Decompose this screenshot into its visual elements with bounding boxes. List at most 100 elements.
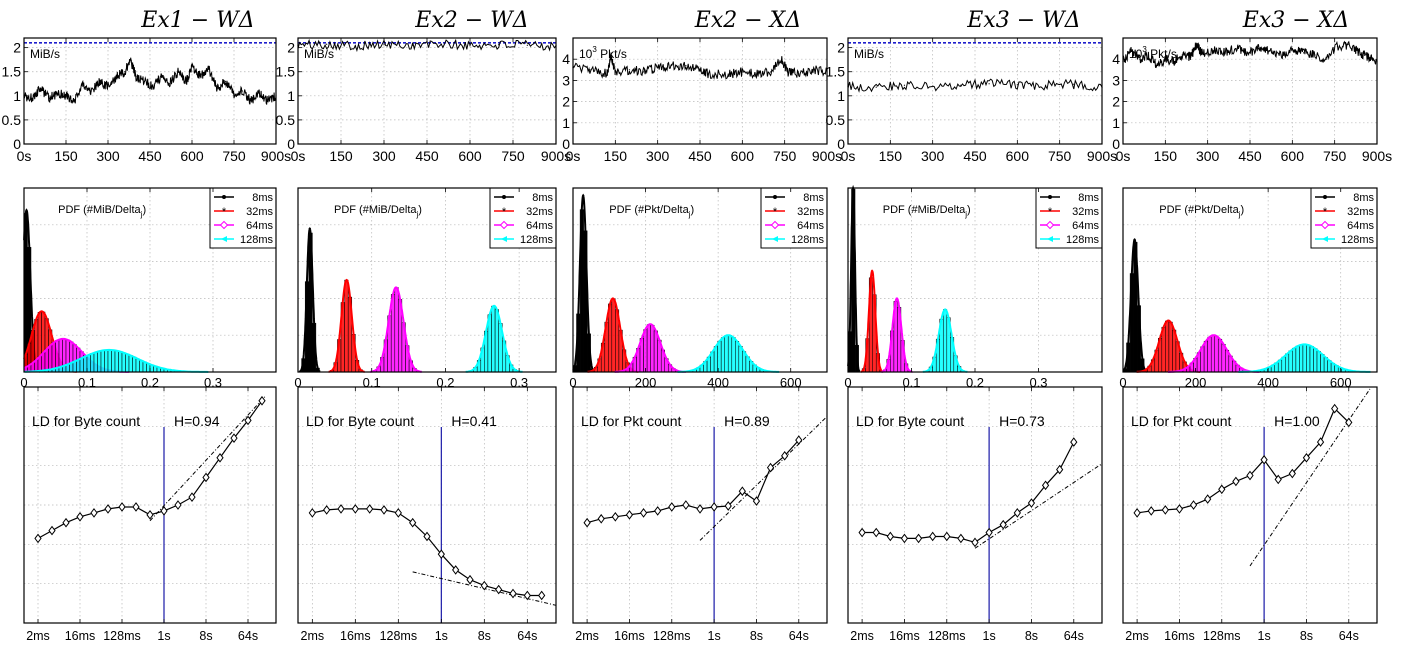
x-tick-label: 64s — [1339, 629, 1359, 643]
legend-marker: * — [222, 206, 227, 218]
fit-curve — [1168, 334, 1260, 373]
series-64ms — [1168, 334, 1260, 373]
histogram-bar — [1210, 335, 1215, 373]
ld-point — [668, 502, 676, 512]
histogram-bar — [344, 279, 349, 373]
data-point — [99, 80, 101, 82]
ld-point — [1013, 508, 1021, 518]
histogram-bar — [646, 324, 651, 373]
pdf-title: PDF (#Pkt/Deltaj) — [1159, 204, 1244, 219]
x-tick-label: 2ms — [301, 629, 325, 643]
x-tick-label: 0.2 — [966, 375, 984, 390]
ld-point — [351, 504, 359, 514]
data-point — [1303, 52, 1305, 54]
x-tick-label: 750 — [501, 148, 525, 164]
ld-point — [337, 504, 345, 514]
unit-label: 103 Pkt/s — [1129, 45, 1177, 61]
histogram-bar — [727, 335, 732, 373]
data-point — [73, 100, 75, 102]
fit-curve — [614, 323, 686, 373]
data-point — [769, 71, 772, 73]
histogram-bar — [1288, 350, 1293, 373]
x-tick-label: 400 — [1257, 375, 1279, 390]
data-point — [781, 58, 783, 60]
ld-point — [1161, 505, 1169, 515]
hurst-label: H=0.94 — [174, 413, 220, 429]
x-tick-label: 16ms — [65, 629, 96, 643]
histogram-bar — [79, 357, 84, 373]
x-tick-label: 200 — [635, 375, 657, 390]
y-tick-label: 0 — [837, 136, 845, 152]
histogram-bar — [1316, 351, 1321, 373]
x-tick-label: 16ms — [1164, 629, 1195, 643]
legend-label: 128ms — [1341, 234, 1375, 246]
ld-point — [752, 496, 761, 506]
legend-label: 128ms — [791, 234, 825, 246]
fit-curve — [24, 348, 209, 373]
x-tick-label: 150 — [604, 148, 628, 164]
data-point — [31, 97, 33, 99]
plot-frame — [297, 386, 557, 624]
x-tick-label: 900s — [1087, 148, 1117, 164]
histogram-bar — [1207, 336, 1212, 373]
x-tick-label: 450 — [415, 148, 439, 164]
plot-frame — [847, 386, 1103, 624]
x-tick-label: 0 — [20, 375, 27, 390]
legend-box — [209, 187, 277, 249]
ld-point — [1288, 468, 1296, 479]
y-tick-label: 2 — [837, 40, 845, 56]
data-point — [469, 45, 471, 47]
ld-point — [625, 509, 634, 520]
data-point — [250, 100, 252, 102]
ld-series-line — [862, 441, 1075, 544]
y-tick-label: 1.5 — [826, 64, 846, 80]
data-point — [1130, 50, 1133, 52]
ld-point — [738, 486, 746, 497]
ld-point — [929, 531, 937, 542]
legend: 8ms * 32ms 64ms 128ms — [489, 187, 557, 249]
histogram-bar — [114, 350, 119, 373]
legend-label: 32ms — [1347, 206, 1374, 218]
legend-marker — [770, 220, 780, 230]
data-point — [1044, 84, 1047, 86]
x-tick-label: 2ms — [850, 629, 874, 643]
ld-point — [188, 492, 196, 502]
data-point — [241, 90, 243, 92]
plot-frame — [1122, 187, 1378, 373]
y-tick-label: 1 — [13, 88, 21, 104]
data-point — [135, 75, 137, 78]
x-tick-label: 0.3 — [204, 375, 222, 390]
fit-curve — [465, 304, 523, 373]
ld-series-line — [312, 508, 542, 597]
data-point — [903, 84, 906, 86]
x-tick-label: 16ms — [889, 629, 920, 643]
histogram-bar — [943, 309, 948, 373]
plot-frame — [572, 187, 828, 373]
data-point — [707, 73, 710, 75]
grid — [573, 38, 827, 144]
legend-marker — [1323, 195, 1327, 199]
x-tick-label: 64s — [238, 629, 258, 643]
legend-label: 32ms — [1072, 206, 1099, 218]
ld-point — [380, 505, 388, 515]
x-tick-label: 8s — [478, 629, 491, 643]
panel-pdf-1: PDF (#MiB/Deltaj) 8ms * 32ms 64ms 128ms 0 0.1 0.… — [20, 187, 277, 390]
histogram-bar — [713, 346, 718, 373]
ld-point — [1133, 508, 1141, 518]
fit-curve — [572, 193, 596, 373]
series-line — [847, 78, 1103, 93]
legend-label: 64ms — [797, 220, 824, 232]
histogram-bar — [735, 341, 740, 373]
histogram-bar — [1306, 344, 1311, 373]
y-tick-label: 0.5 — [2, 112, 22, 128]
ld-point — [509, 588, 517, 599]
data-point — [233, 92, 235, 95]
x-tick-label: 128ms — [103, 629, 141, 643]
data-point — [143, 80, 145, 82]
ld-point — [160, 506, 168, 516]
ld-point — [1189, 500, 1198, 510]
ld-point — [1302, 452, 1311, 463]
unit-label: 103 Pkt/s — [579, 45, 627, 61]
legend-label: 128ms — [1066, 234, 1100, 246]
histogram-bar — [41, 352, 46, 373]
